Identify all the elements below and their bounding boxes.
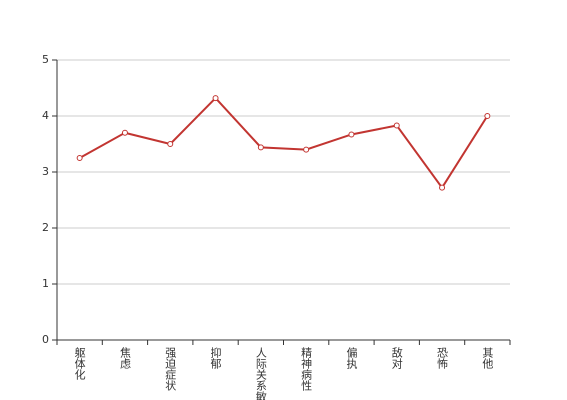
x-tick-label: 人际关系敏感 xyxy=(254,347,267,400)
point xyxy=(121,129,128,136)
point xyxy=(257,144,264,151)
y-tick-label: 1 xyxy=(42,277,49,290)
point xyxy=(439,184,446,191)
point xyxy=(484,113,491,119)
x-tick-label: 恐怖 xyxy=(436,347,449,369)
y-tick-label: 5 xyxy=(42,53,49,66)
y-tick-label: 3 xyxy=(42,165,49,178)
y-tick-label: 0 xyxy=(42,333,49,346)
x-tick-label: 敌对 xyxy=(390,346,403,369)
x-tick-label: 精神病性 xyxy=(300,347,313,392)
x-tick-label: 偏执 xyxy=(345,346,358,370)
point xyxy=(212,95,219,102)
line xyxy=(79,96,489,190)
x-tick-label: 抑郁 xyxy=(209,346,222,369)
y-tick-label: 2 xyxy=(42,221,49,234)
point xyxy=(348,131,355,138)
point xyxy=(76,155,83,161)
y-tick-label: 4 xyxy=(42,109,49,122)
x-tick-label: 躯体化 xyxy=(73,347,86,381)
x-tick-label: 其他 xyxy=(481,347,494,369)
x-tick-label: 焦虑 xyxy=(118,347,131,369)
point xyxy=(393,122,400,129)
point xyxy=(303,146,310,153)
x-tick-label: 强迫症状 xyxy=(164,347,177,391)
point xyxy=(167,141,174,147)
